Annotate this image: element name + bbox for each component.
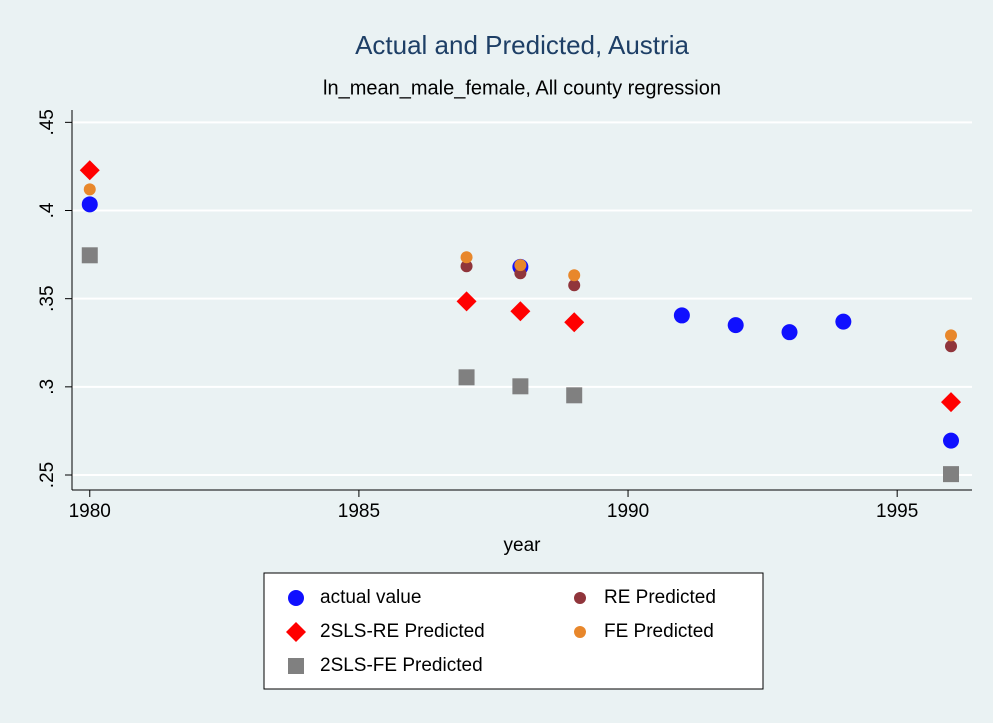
legend-label: 2SLS-FE Predicted	[320, 655, 483, 676]
legend-label: RE Predicted	[604, 587, 716, 608]
y-tick-label: .3	[37, 379, 58, 395]
legend-marker	[574, 592, 586, 604]
point	[568, 279, 581, 292]
x-axis-label: year	[504, 535, 542, 556]
chart-subtitle: ln_mean_male_female, All county regressi…	[323, 77, 721, 99]
point	[673, 307, 690, 324]
legend-marker	[288, 590, 304, 606]
x-tick-label: 1985	[338, 501, 380, 522]
legend-box	[263, 572, 764, 690]
y-tick-label: .4	[37, 202, 58, 218]
point	[460, 251, 473, 264]
point	[781, 324, 798, 341]
point	[510, 301, 531, 322]
legend-marker	[286, 622, 306, 642]
y-tick-label: .45	[37, 109, 58, 135]
legend-marker	[288, 658, 304, 674]
point	[83, 183, 96, 196]
legend-label: actual value	[320, 587, 421, 608]
x-tick-label: 1980	[69, 501, 111, 522]
point	[945, 329, 958, 342]
x-tick-label: 1995	[876, 501, 918, 522]
point	[945, 340, 958, 353]
point	[943, 466, 960, 483]
y-tick-label: .25	[37, 462, 58, 488]
point	[941, 392, 962, 413]
point	[568, 269, 581, 282]
point	[514, 259, 527, 272]
point	[460, 260, 473, 273]
point	[943, 432, 960, 449]
point	[564, 312, 585, 333]
x-tick-label: 1990	[607, 501, 649, 522]
point	[458, 369, 475, 386]
legend-label: 2SLS-RE Predicted	[320, 621, 485, 642]
point	[727, 317, 744, 334]
point	[81, 196, 98, 213]
y-tick-label: .35	[37, 285, 58, 311]
point	[512, 378, 529, 395]
point	[81, 247, 98, 264]
legend-label: FE Predicted	[604, 621, 714, 642]
legend-marker	[574, 626, 586, 638]
point	[456, 291, 477, 312]
point	[79, 160, 100, 181]
point	[566, 387, 583, 404]
chart-title: Actual and Predicted, Austria	[355, 30, 689, 60]
point	[835, 313, 852, 330]
